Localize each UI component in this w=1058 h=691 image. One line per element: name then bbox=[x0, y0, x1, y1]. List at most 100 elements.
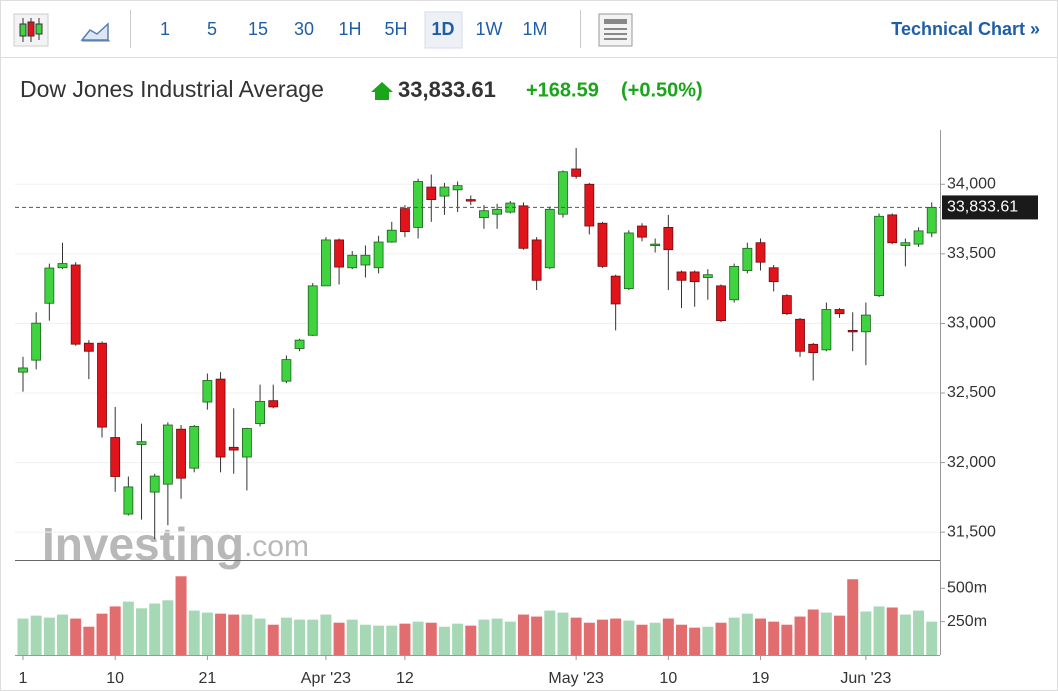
candle-body bbox=[676, 271, 687, 281]
candle-body bbox=[689, 271, 700, 283]
last-price-box bbox=[942, 195, 1038, 220]
candle-body bbox=[860, 314, 871, 333]
candle-body bbox=[413, 181, 424, 228]
interval-button[interactable]: 1M bbox=[522, 19, 547, 39]
volume-bar bbox=[399, 623, 411, 655]
candle-body bbox=[479, 210, 489, 219]
candle-body bbox=[70, 264, 81, 345]
selected-interval-bg bbox=[424, 11, 463, 49]
volume-bar bbox=[43, 617, 55, 655]
candle-body bbox=[821, 309, 832, 351]
volume-bar bbox=[715, 622, 727, 655]
volume-bar bbox=[689, 627, 701, 655]
candle-body bbox=[149, 475, 160, 493]
candle-body bbox=[83, 342, 94, 352]
candle-body bbox=[255, 400, 265, 425]
volume-bar bbox=[926, 621, 938, 655]
interval-button[interactable]: 1D bbox=[431, 19, 454, 39]
x-tick-label: May '23 bbox=[548, 670, 604, 687]
candle-body bbox=[716, 285, 726, 322]
candle-body bbox=[887, 214, 898, 244]
x-tick-label: 1 bbox=[19, 670, 28, 687]
volume-bar bbox=[649, 622, 661, 655]
interval-button[interactable]: 5H bbox=[384, 19, 407, 39]
candle-body bbox=[241, 428, 252, 458]
volume-bar bbox=[307, 619, 319, 655]
volume-bar bbox=[109, 606, 121, 655]
volume-bar bbox=[531, 616, 543, 655]
x-tick-label: Apr '23 bbox=[301, 670, 351, 687]
candle-body bbox=[386, 229, 397, 243]
volume-bar bbox=[122, 601, 134, 655]
volume-bar bbox=[373, 625, 385, 655]
volume-bar bbox=[412, 621, 424, 655]
icon-area[interactable] bbox=[80, 22, 109, 41]
volume-bar bbox=[320, 614, 332, 655]
y-tick-label: 34,000 bbox=[947, 175, 996, 192]
candle-body bbox=[597, 222, 608, 267]
candle-body bbox=[347, 254, 358, 269]
candle-body bbox=[31, 322, 42, 361]
volume-bar bbox=[557, 612, 569, 655]
candle-body bbox=[808, 343, 819, 354]
volume-bar bbox=[359, 624, 371, 655]
x-tick-label: 12 bbox=[396, 670, 414, 687]
interval-button[interactable]: 5 bbox=[207, 19, 217, 39]
volume-bar bbox=[386, 625, 398, 655]
candle-body bbox=[123, 486, 134, 515]
table-icon[interactable] bbox=[598, 13, 633, 47]
candle-body bbox=[44, 267, 55, 304]
interval-button[interactable]: 15 bbox=[248, 19, 268, 39]
volume-bar bbox=[702, 626, 714, 655]
candle-body bbox=[426, 186, 437, 200]
volume-bar bbox=[596, 619, 608, 655]
volume-bar bbox=[17, 618, 29, 655]
volume-tick-label: 250m bbox=[947, 613, 987, 630]
candle-body bbox=[663, 227, 674, 251]
candle-body bbox=[584, 183, 595, 227]
interval-button[interactable]: 30 bbox=[294, 19, 314, 39]
instrument-name: Dow Jones Industrial Average bbox=[20, 76, 324, 102]
volume-bar bbox=[544, 610, 556, 655]
candle-body bbox=[334, 239, 344, 268]
volume-bar bbox=[57, 614, 69, 655]
volume-bar bbox=[676, 624, 687, 655]
x-tick-label: 21 bbox=[198, 670, 216, 687]
interval-button[interactable]: 1W bbox=[476, 19, 503, 39]
technical-chart-link[interactable]: Technical Chart » bbox=[891, 19, 1040, 39]
y-tick-label: 31,500 bbox=[947, 523, 996, 540]
candle-body bbox=[215, 378, 226, 458]
volume-bar bbox=[201, 612, 213, 655]
volume-bar bbox=[913, 610, 925, 655]
volume-bar bbox=[228, 614, 240, 655]
candle-body bbox=[294, 339, 305, 349]
volume-bar bbox=[452, 623, 464, 655]
volume-bar bbox=[741, 613, 753, 655]
candlestick-icon[interactable] bbox=[13, 13, 49, 47]
candle-body bbox=[558, 171, 568, 215]
volume-bar bbox=[267, 624, 279, 655]
volume-bar bbox=[820, 612, 832, 655]
icon-body bbox=[35, 23, 43, 35]
candle-body bbox=[768, 267, 779, 283]
last-price-label: 33,833.61 bbox=[947, 199, 1018, 216]
interval-button[interactable]: 1 bbox=[160, 19, 170, 39]
candle-body bbox=[795, 318, 805, 352]
candle-body bbox=[518, 205, 529, 249]
candle-body bbox=[189, 426, 200, 469]
x-tick-label: 10 bbox=[106, 670, 124, 687]
candle-body bbox=[268, 400, 279, 408]
volume-bar bbox=[175, 576, 187, 655]
candle-body bbox=[571, 168, 582, 177]
volume-bar bbox=[136, 608, 148, 655]
interval-button[interactable]: 1H bbox=[338, 19, 361, 39]
candle-body bbox=[373, 241, 384, 269]
volume-bar bbox=[346, 619, 358, 655]
volume-bar bbox=[254, 618, 266, 655]
volume-bar bbox=[570, 617, 582, 655]
candle-body bbox=[781, 295, 792, 315]
line-chart-icon[interactable] bbox=[80, 22, 110, 42]
candle-body bbox=[228, 446, 239, 451]
